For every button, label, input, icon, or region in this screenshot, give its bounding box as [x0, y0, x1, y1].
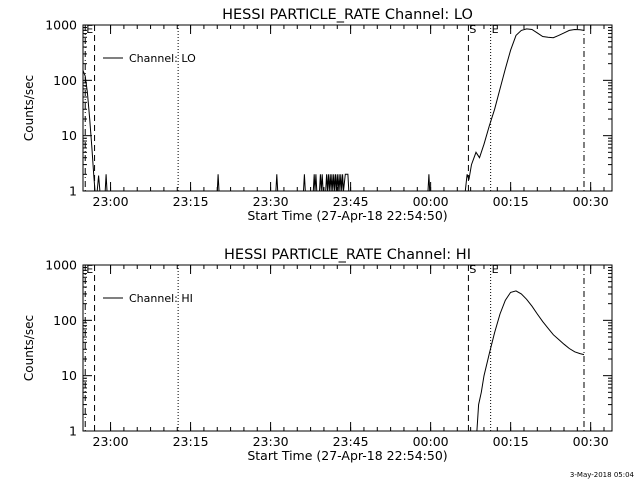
y-tick-label-lo: 1000: [45, 18, 77, 33]
x-tick-label-hi: 23:30: [253, 434, 289, 449]
x-axis-label-hi: Start Time (27-Apr-18 22:54:50): [247, 448, 447, 463]
event-marker-label-lo: S: [469, 23, 476, 36]
x-tick-label-lo: 23:00: [93, 194, 129, 209]
x-tick-label-lo: 23:15: [173, 194, 209, 209]
plot-frame-hi: [82, 264, 613, 432]
series-line-lo: [82, 28, 585, 192]
y-axis-label-lo: Counts/sec: [22, 75, 36, 141]
chart-title-lo: HESSI PARTICLE_RATE Channel: LO: [222, 7, 473, 23]
event-marker-label-lo: E: [492, 23, 499, 36]
x-tick-label-hi: 23:45: [333, 434, 369, 449]
x-tick-label-lo: 00:30: [573, 194, 609, 209]
event-marker-label-hi: S: [469, 263, 476, 276]
legend-label-hi: Channel: HI: [129, 292, 193, 305]
event-marker-label-lo: E: [86, 23, 93, 36]
chart-title-hi: HESSI PARTICLE_RATE Channel: HI: [224, 247, 471, 263]
x-tick-label-hi: 23:15: [173, 434, 209, 449]
x-tick-label-hi: 00:00: [413, 434, 449, 449]
y-tick-label-hi: 100: [53, 313, 77, 328]
x-tick-label-hi: 00:15: [493, 434, 529, 449]
x-tick-label-lo: 23:45: [333, 194, 369, 209]
y-tick-label-lo: 100: [53, 73, 77, 88]
event-marker-label-hi: E: [492, 263, 499, 276]
event-marker-label-hi: E: [86, 263, 93, 276]
y-tick-label-lo: 10: [61, 128, 77, 143]
y-tick-label-hi: 10: [61, 368, 77, 383]
y-axis-label-hi: Counts/sec: [22, 315, 36, 381]
footer-timestamp: 3-May-2018 05:04: [569, 471, 634, 479]
x-tick-label-lo: 00:00: [413, 194, 449, 209]
x-tick-label-hi: 23:00: [93, 434, 129, 449]
x-tick-label-lo: 00:15: [493, 194, 529, 209]
y-tick-label-hi: 1: [69, 424, 77, 439]
x-tick-label-lo: 23:30: [253, 194, 289, 209]
x-tick-label-hi: 00:30: [573, 434, 609, 449]
y-tick-label-lo: 1: [69, 184, 77, 199]
x-axis-label-lo: Start Time (27-Apr-18 22:54:50): [247, 208, 447, 223]
series-line-hi: [476, 290, 585, 432]
y-tick-label-hi: 1000: [45, 258, 77, 273]
plot-frame-lo: [82, 24, 613, 192]
legend-label-lo: Channel: LO: [129, 52, 196, 65]
